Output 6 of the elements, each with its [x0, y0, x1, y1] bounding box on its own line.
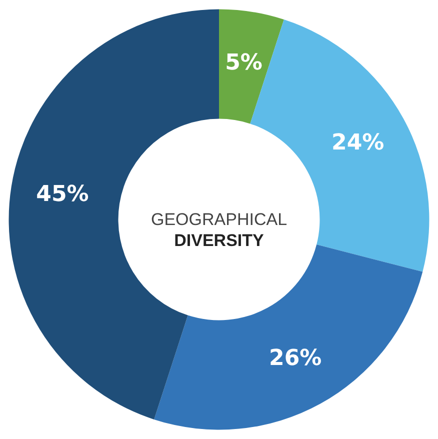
text: DIVERSITY [174, 231, 265, 250]
data-label: 24% [332, 130, 384, 156]
data-label: 5% [225, 50, 262, 76]
data-label: 45% [36, 182, 89, 208]
text: GEOGRAPHICAL [150, 210, 288, 229]
data-label: 26% [269, 346, 322, 371]
